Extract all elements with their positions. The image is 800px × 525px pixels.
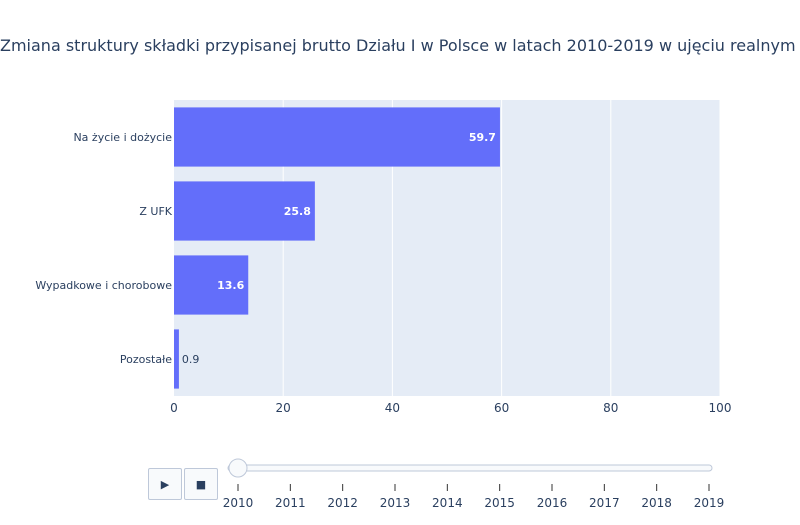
bars [174,107,500,389]
bar [174,255,249,315]
data-label: 59.7 [469,131,496,144]
chart-title: Zmiana struktury składki przypisanej bru… [0,36,800,55]
slider-track[interactable] [227,464,713,472]
x-tick-label: 100 [709,401,732,415]
data-label: 13.6 [217,279,244,292]
category-label: Pozostałe [120,353,172,366]
data-label: 25.8 [284,205,311,218]
bar [174,329,179,389]
category-label: Wypadkowe i chorobowe [35,279,172,292]
x-tick-label: 0 [170,401,178,415]
category-labels: Na życie i dożycie Z UFK Wypadkowe i choro… [35,131,172,366]
data-labels: 59.7 25.8 13.6 0.9 [182,131,496,366]
play-button[interactable]: ▶ [148,468,182,500]
slider-handle[interactable] [228,458,248,478]
category-label: Na życie i dożycie [73,131,172,144]
animation-controls: ▶ ■ [148,468,218,500]
play-icon: ▶ [160,477,170,491]
x-tick-label: 60 [494,401,509,415]
stop-button[interactable]: ■ [184,468,218,500]
x-tick-label: 80 [603,401,618,415]
x-tick-label: 40 [385,401,400,415]
x-axis-ticks: 0 20 40 60 80 100 [170,401,731,415]
bar [174,107,500,167]
data-label: 0.9 [182,353,200,366]
stop-icon: ■ [195,477,207,491]
x-tick-label: 20 [276,401,291,415]
category-label: Z UFK [139,205,172,218]
bar [174,181,315,241]
